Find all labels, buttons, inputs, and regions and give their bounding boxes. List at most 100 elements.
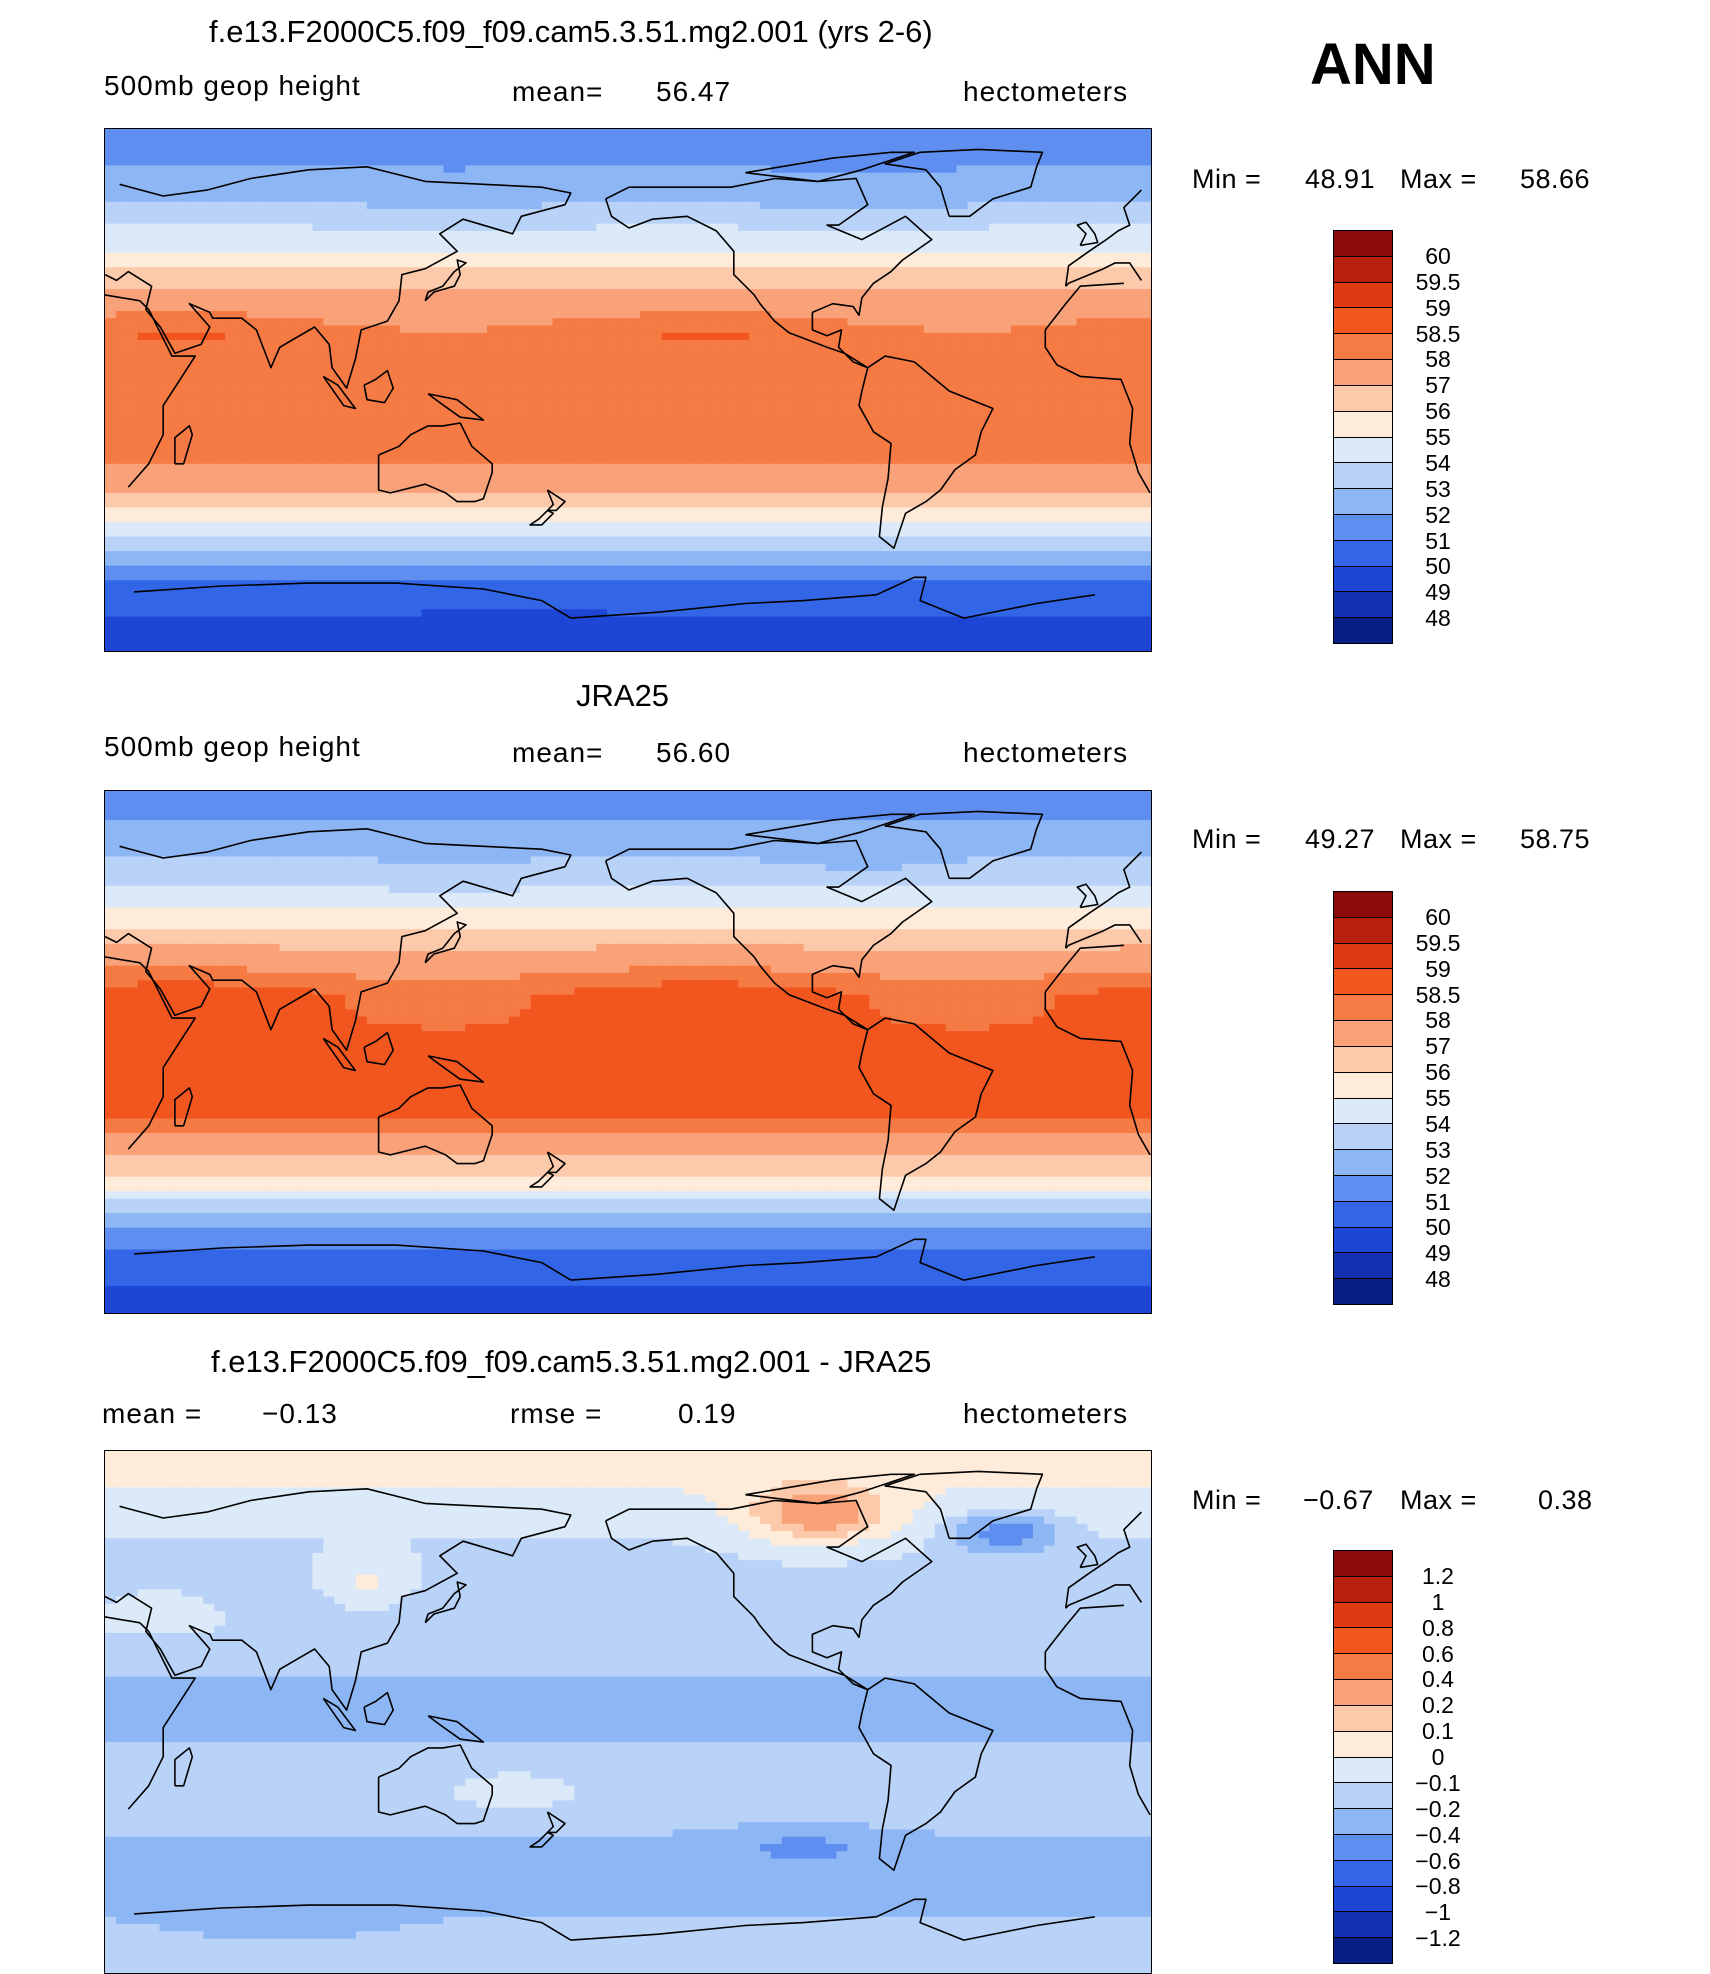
contour-cell (650, 143, 663, 152)
contour-cell (912, 129, 925, 137)
contour-cell (738, 129, 750, 137)
contour-cell (1142, 391, 1151, 399)
contour-cell (465, 216, 477, 225)
contour-cell (345, 179, 357, 188)
contour-cell (607, 267, 619, 276)
contour-cell (1120, 492, 1132, 501)
contour-cell (1109, 449, 1121, 458)
contour-cell (498, 398, 510, 407)
contour-cell (465, 209, 477, 217)
contour-cell (945, 412, 958, 421)
contour-cell (519, 361, 532, 370)
contour-cell (869, 129, 881, 137)
contour-cell (377, 471, 390, 479)
contour-cell (694, 332, 707, 341)
contour-cell (716, 463, 728, 472)
contour-cell (236, 230, 248, 239)
contour-cell (891, 369, 903, 378)
contour-cell (323, 252, 335, 261)
contour-cell (465, 310, 477, 319)
contour-cell (650, 194, 663, 203)
contour-cell (476, 245, 488, 254)
contour-cell (1065, 340, 1078, 348)
contour-cell (574, 420, 586, 428)
contour-cell (738, 478, 750, 487)
contour-cell (749, 456, 761, 465)
contour-cell (498, 463, 510, 472)
contour-cell (618, 201, 630, 210)
contour-cell (345, 340, 357, 348)
contour-cell (639, 456, 652, 465)
contour-cell (170, 150, 183, 159)
contour-cell (301, 391, 314, 399)
contour-cell (552, 165, 565, 174)
contour-cell (869, 354, 881, 363)
contour-cell (1109, 216, 1121, 225)
contour-cell (323, 492, 335, 501)
contour-cell (257, 289, 270, 297)
contour-cell (574, 398, 586, 407)
contour-cell (1054, 449, 1067, 458)
contour-cell (912, 209, 925, 217)
contour-cell (803, 485, 816, 494)
contour-cell (476, 427, 488, 436)
contour-cell (683, 238, 696, 247)
contour-cell (312, 223, 324, 232)
contour-cell (934, 492, 947, 501)
contour-cell (170, 427, 183, 436)
contour-cell (454, 434, 466, 443)
contour-cell (814, 194, 827, 203)
contour-cell (1000, 500, 1012, 509)
contour-cell (803, 427, 816, 436)
contour-cell (126, 158, 139, 166)
contour-cell (847, 449, 859, 458)
contour-cell (137, 274, 150, 283)
contour-cell (1131, 492, 1143, 501)
contour-cell (618, 129, 630, 137)
contour-cell (705, 201, 717, 210)
contour-cell (301, 478, 314, 487)
contour-cell (236, 209, 248, 217)
contour-cell (105, 449, 117, 458)
contour-cell (825, 252, 838, 261)
contour-cell (1142, 216, 1151, 225)
contour-cell (432, 471, 445, 479)
contour-cell (1065, 361, 1078, 370)
contour-cell (901, 361, 914, 370)
contour-cell (803, 391, 816, 399)
contour-cell (465, 238, 477, 247)
contour-cell (1022, 354, 1034, 363)
contour-cell (563, 238, 576, 247)
contour-cell (170, 456, 183, 465)
contour-cell (650, 209, 663, 217)
contour-cell (465, 500, 477, 509)
contour-cell (901, 209, 914, 217)
contour-cell (792, 245, 805, 254)
contour-cell (1054, 223, 1067, 232)
contour-cell (465, 347, 477, 356)
contour-cell (268, 303, 281, 312)
contour-cell (487, 143, 499, 152)
contour-cell (246, 165, 259, 174)
contour-cell (115, 427, 128, 436)
contour-cell (989, 500, 1001, 509)
contour-cell (1000, 143, 1012, 152)
contour-cell (388, 332, 401, 341)
contour-cell (596, 252, 608, 261)
contour-cell (738, 209, 750, 217)
contour-cell (661, 252, 674, 261)
contour-cell (334, 194, 346, 203)
contour-cell (137, 289, 150, 297)
contour-cell (552, 303, 565, 312)
contour-cell (181, 158, 193, 166)
contour-cell (225, 289, 237, 297)
contour-cell (432, 209, 445, 217)
contour-cell (1011, 158, 1023, 166)
contour-cell (836, 296, 848, 305)
contour-cell (268, 150, 281, 159)
contour-cell (334, 209, 346, 217)
contour-cell (574, 150, 586, 159)
contour-cell (760, 456, 772, 465)
contour-cell (508, 136, 521, 145)
contour-cell (618, 500, 630, 509)
